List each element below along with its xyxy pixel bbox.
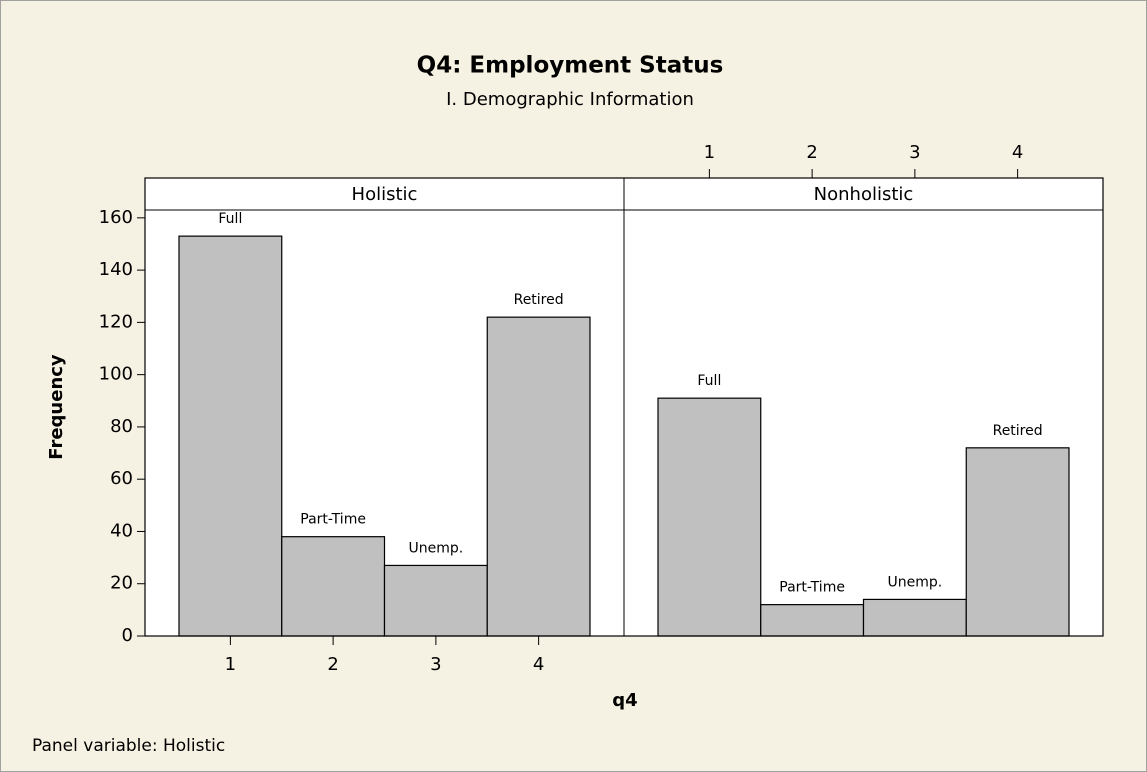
y-tick-label: 40 xyxy=(110,520,133,541)
panel-label: Nonholistic xyxy=(814,184,914,205)
x-tick-label: 1 xyxy=(704,142,715,163)
y-tick-label: 140 xyxy=(99,259,133,280)
y-tick-label: 20 xyxy=(110,573,133,594)
y-tick-label: 120 xyxy=(99,311,133,332)
y-tick-label: 80 xyxy=(110,416,133,437)
bar-label: Full xyxy=(697,373,721,389)
bar xyxy=(657,397,762,637)
chart-subtitle: I. Demographic Information xyxy=(446,89,694,110)
bar xyxy=(178,235,283,637)
bar-label: Retired xyxy=(993,423,1043,439)
bar-label: Unemp. xyxy=(888,574,943,590)
plot-frame xyxy=(144,177,1104,637)
bar-label: Full xyxy=(218,211,242,227)
x-tick-label: 3 xyxy=(909,142,920,163)
bar xyxy=(486,316,591,637)
bar xyxy=(965,447,1070,637)
bar-label: Part-Time xyxy=(300,512,366,528)
x-tick-label: 2 xyxy=(806,142,817,163)
y-axis-label: Frequency xyxy=(46,354,67,460)
y-tick-label: 160 xyxy=(99,207,133,228)
bar-label: Retired xyxy=(514,292,564,308)
y-tick-label: 60 xyxy=(110,468,133,489)
x-tick-label: 1 xyxy=(225,654,236,675)
x-axis-label: q4 xyxy=(612,690,637,711)
x-tick-label: 2 xyxy=(327,654,338,675)
x-tick-label: 3 xyxy=(430,654,441,675)
bar-label: Unemp. xyxy=(409,540,464,556)
bar xyxy=(862,598,967,637)
x-tick-label: 4 xyxy=(1012,142,1023,163)
bar xyxy=(760,604,865,637)
footnote: Panel variable: Holistic xyxy=(32,736,225,756)
chart-title: Q4: Employment Status xyxy=(417,53,724,79)
bar-label: Part-Time xyxy=(779,580,845,596)
bar xyxy=(281,536,386,637)
bar xyxy=(383,564,488,637)
y-tick-label: 0 xyxy=(122,625,133,646)
x-tick-label: 4 xyxy=(533,654,544,675)
y-tick-label: 100 xyxy=(99,364,133,385)
panel-label: Holistic xyxy=(352,184,418,205)
